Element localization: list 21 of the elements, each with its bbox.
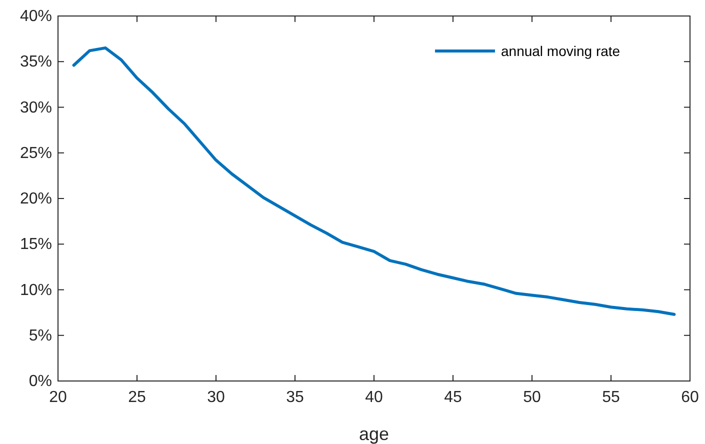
y-tick-label: 35% <box>20 54 52 71</box>
y-tick-label: 40% <box>20 8 52 25</box>
x-axis-title: age <box>358 424 390 444</box>
y-tick-label: 25% <box>20 144 52 162</box>
x-tick-label: 35 <box>286 389 304 406</box>
y-tick-label: 20% <box>20 190 52 208</box>
x-tick-label: 25 <box>128 389 146 406</box>
y-tick-label: 5% <box>28 327 52 344</box>
x-tick-label: 20 <box>49 389 67 406</box>
legend-label: annual moving rate <box>501 43 620 59</box>
y-tick-label: 0% <box>28 373 52 390</box>
y-tick-label: 30% <box>20 99 52 116</box>
x-tick-label: 40 <box>365 389 383 406</box>
y-tick-label: 10% <box>20 282 52 299</box>
x-tick-label: 60 <box>681 389 699 406</box>
x-tick-label: 55 <box>602 389 620 406</box>
y-tick-label: 15% <box>20 236 52 254</box>
line-series <box>72 46 676 316</box>
x-tick-label: 50 <box>523 389 541 406</box>
x-tick-label: 45 <box>444 389 462 406</box>
x-tick-label: 30 <box>207 389 225 406</box>
